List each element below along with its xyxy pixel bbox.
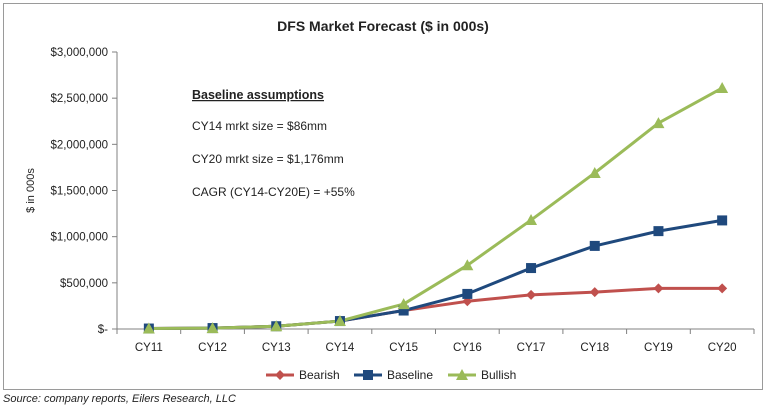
data-point-baseline (462, 288, 473, 299)
legend-marker-bearish (275, 370, 285, 380)
data-point-bearish (653, 283, 664, 294)
data-point-bullish (333, 315, 346, 327)
y-tick-label: $3,000,000 (50, 47, 108, 59)
data-point-bearish (526, 289, 537, 300)
y-tick-label: $1,500,000 (50, 186, 108, 198)
data-point-baseline (717, 215, 728, 226)
legend-marker-bullish (456, 369, 468, 380)
data-point-baseline (653, 226, 664, 237)
data-point-bullish (206, 322, 219, 334)
source-note: Source: company reports, Eilers Research… (3, 393, 236, 405)
data-point-bearish (589, 287, 600, 298)
data-point-baseline (589, 240, 600, 251)
x-tick-label: CY15 (389, 342, 418, 354)
x-tick-label: CY13 (262, 342, 291, 354)
x-tick-label: CY20 (708, 342, 737, 354)
chart-frame: DFS Market Forecast ($ in 000s) $ in 000s… (3, 3, 763, 390)
data-point-bullish (142, 322, 155, 334)
data-point-baseline (526, 263, 537, 274)
data-point-bullish (270, 320, 283, 332)
data-point-bullish (716, 82, 729, 94)
series-line-bearish (148, 286, 723, 331)
x-tick-label: CY14 (326, 342, 355, 354)
data-point-bullish (397, 298, 410, 310)
data-point-bullish (525, 214, 538, 226)
y-tick-label: $500,000 (60, 278, 108, 290)
annotation-line: CY14 mrkt size = $86mm (192, 119, 327, 133)
y-tick-label: $2,500,000 (50, 93, 108, 105)
x-tick-label: CY17 (517, 342, 546, 354)
data-point-bullish (588, 166, 601, 178)
legend-label-baseline: Baseline (387, 368, 433, 382)
data-point-bullish (461, 259, 474, 271)
x-tick-label: CY18 (580, 342, 609, 354)
y-tick-label: $2,000,000 (50, 139, 108, 151)
chart-title: DFS Market Forecast ($ in 000s) (277, 18, 489, 34)
y-tick-label: $1,000,000 (50, 232, 108, 244)
y-axis-label: $ in 000s (25, 168, 37, 213)
x-tick-label: CY19 (644, 342, 673, 354)
y-tick-label: $- (98, 324, 108, 336)
legend-marker-baseline (363, 370, 373, 380)
data-point-baseline (398, 305, 409, 316)
data-point-bearish (717, 283, 728, 294)
legend-label-bullish: Bullish (481, 368, 516, 382)
data-point-bullish (652, 117, 665, 129)
series-line-baseline (148, 218, 723, 331)
series-line-bullish (148, 86, 723, 331)
annotation-line: CAGR (CY14-CY20E) = +55% (192, 185, 355, 199)
x-tick-label: CY16 (453, 342, 482, 354)
x-tick-label: CY11 (135, 342, 163, 354)
chart-svg: DFS Market Forecast ($ in 000s) $ in 000s… (25, 18, 755, 382)
legend-label-bearish: Bearish (299, 368, 340, 382)
annotation-heading: Baseline assumptions (192, 88, 324, 102)
x-tick-label: CY12 (198, 342, 227, 354)
annotation-line: CY20 mrkt size = $1,176mm (192, 152, 344, 166)
